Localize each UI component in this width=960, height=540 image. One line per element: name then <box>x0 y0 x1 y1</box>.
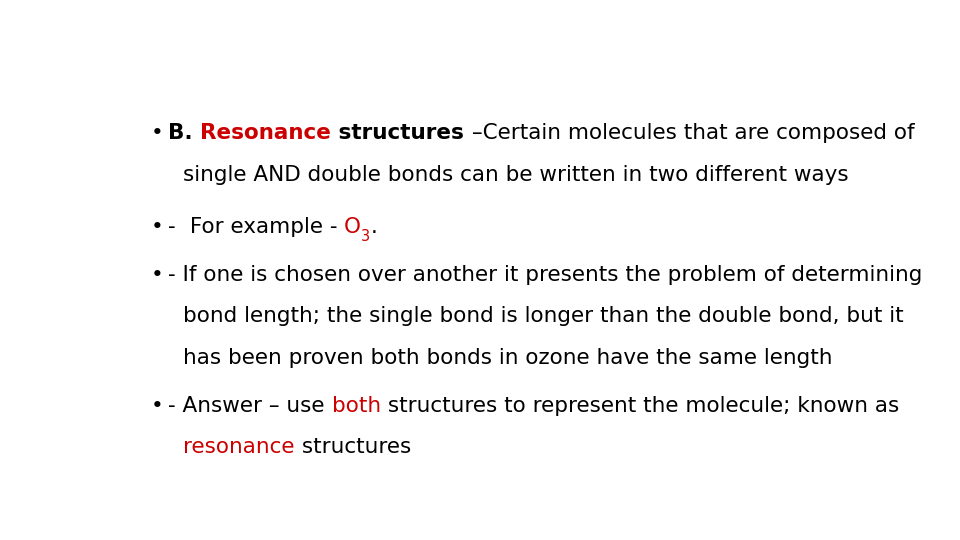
Text: bond length; the single bond is longer than the double bond, but it: bond length; the single bond is longer t… <box>183 306 904 326</box>
Text: has been proven both bonds in ozone have the same length: has been proven both bonds in ozone have… <box>183 348 832 368</box>
Text: -: - <box>168 217 182 237</box>
Text: O: O <box>345 217 361 237</box>
Text: •: • <box>152 124 164 144</box>
Text: •: • <box>152 265 164 285</box>
Text: - Answer – use: - Answer – use <box>168 396 332 416</box>
Text: structures: structures <box>331 124 471 144</box>
Text: •: • <box>152 396 164 416</box>
Text: structures to represent the molecule; known as: structures to represent the molecule; kn… <box>381 396 900 416</box>
Text: B.: B. <box>168 124 201 144</box>
Text: structures: structures <box>295 437 411 457</box>
Text: single AND double bonds can be written in two different ways: single AND double bonds can be written i… <box>183 165 849 185</box>
Text: For example -: For example - <box>182 217 345 237</box>
Text: 3: 3 <box>361 228 371 244</box>
Text: .: . <box>371 217 377 237</box>
Text: - If one is chosen over another it presents the problem of determining: - If one is chosen over another it prese… <box>168 265 923 285</box>
Text: –Certain molecules that are composed of: –Certain molecules that are composed of <box>471 124 914 144</box>
Text: Resonance: Resonance <box>201 124 331 144</box>
Text: resonance: resonance <box>183 437 295 457</box>
Text: both: both <box>332 396 381 416</box>
Text: •: • <box>152 217 164 237</box>
